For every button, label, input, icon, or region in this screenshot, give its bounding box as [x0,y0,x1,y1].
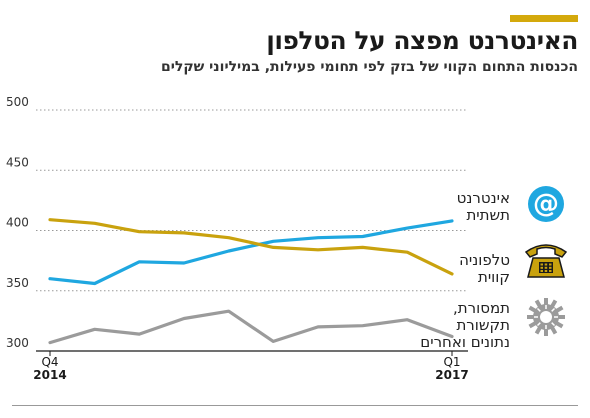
bottom-rule [12,405,578,406]
x-tick-label: 2014 [33,368,66,382]
accent-bar [510,15,578,22]
y-tick-label: 400 [6,216,29,230]
chart-title: האינטרנט מפצה על הטלפון [266,26,578,55]
svg-text:@: @ [533,189,559,219]
series-line-internet [48,219,454,286]
gear-icon [527,298,565,336]
at-sign-icon: @ [528,186,564,222]
x-tick-label: 2017 [435,368,468,382]
series-line-landline [48,218,454,276]
series-line-other [48,309,454,345]
telephone-icon [524,244,568,278]
x-tick-label: Q1 [443,355,460,369]
y-tick-label: 350 [6,276,29,290]
legend-label-other: תמסורת, תקשורת נתונים ואחרים [420,299,510,351]
x-tick-label: Q4 [41,355,58,369]
legend-label-landline: טלפוניה קווית [459,251,510,286]
legend-label-internet: אינטרנט תשתית [456,189,510,224]
y-tick-label: 450 [6,155,29,169]
y-tick-label: 300 [6,336,29,350]
y-tick-label: 500 [6,95,29,109]
chart-subtitle: הכנסות התחום הקווי של בזק לפי תחומי פעיל… [161,59,578,75]
